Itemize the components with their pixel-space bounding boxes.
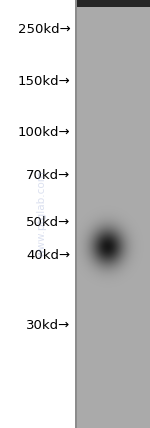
Text: 150kd→: 150kd→: [18, 75, 70, 88]
Text: 30kd→: 30kd→: [26, 319, 70, 332]
Text: 100kd→: 100kd→: [18, 126, 70, 139]
Text: 70kd→: 70kd→: [26, 169, 70, 182]
Text: 50kd→: 50kd→: [26, 216, 70, 229]
Text: 250kd→: 250kd→: [18, 23, 70, 36]
Text: www.ptglab.com: www.ptglab.com: [37, 171, 47, 257]
Text: 40kd→: 40kd→: [26, 250, 70, 262]
